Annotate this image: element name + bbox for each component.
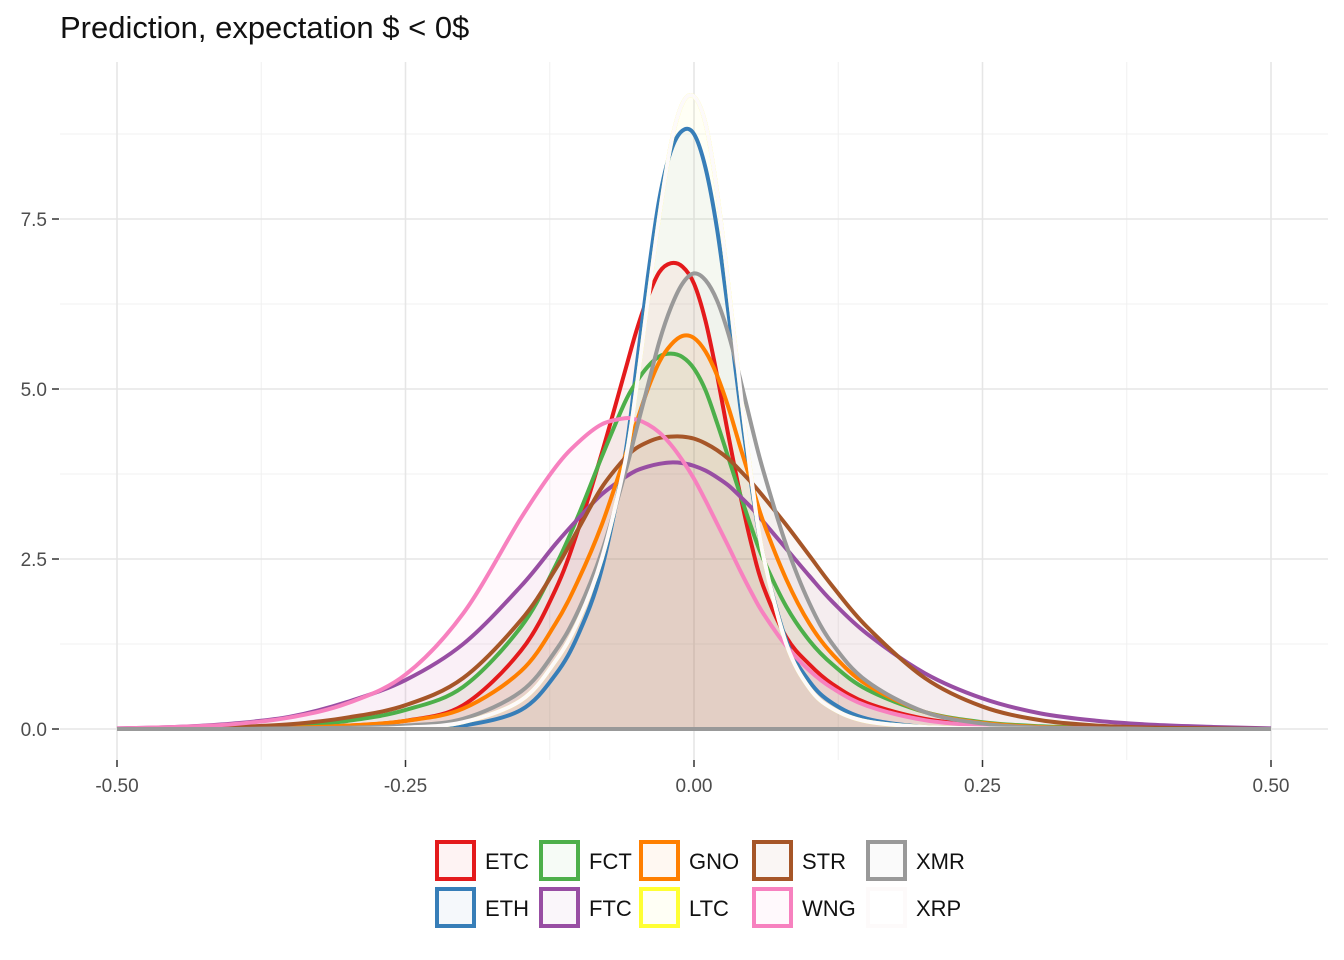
x-tick-label: 0.50 (1253, 776, 1290, 797)
legend-item-str[interactable]: STR (752, 840, 846, 881)
legend-key (539, 887, 580, 928)
legend-key (752, 887, 793, 928)
chart-title: Prediction, expectation $ < 0$ (60, 10, 470, 45)
legend-key (435, 887, 476, 928)
y-tick-label: 0.0 (21, 720, 47, 741)
legend-key (435, 840, 476, 881)
legend-item-xrp[interactable]: XRP (866, 887, 961, 928)
legend-item-wng[interactable]: WNG (752, 887, 856, 928)
area-eth (117, 128, 1271, 729)
area-fct (117, 353, 1271, 729)
legend-key (752, 840, 793, 881)
area-wng (117, 417, 1271, 729)
line-str (116, 434, 1272, 731)
x-tick-label: 0.25 (964, 776, 1001, 797)
legend-item-ftc[interactable]: FTC (539, 887, 632, 928)
legend-label: FTC (589, 896, 632, 921)
legend-item-ltc[interactable]: LTC (639, 887, 729, 928)
legend-item-etc[interactable]: ETC (435, 840, 529, 881)
density-lines (116, 93, 1272, 731)
legend: ETC ETH FCT FTC GNO LTC STR WNG XMR XRP (435, 840, 965, 928)
legend-item-xmr[interactable]: XMR (866, 840, 965, 881)
density-areas (117, 95, 1271, 730)
legend-item-fct[interactable]: FCT (539, 840, 632, 881)
legend-item-gno[interactable]: GNO (639, 840, 739, 881)
line-ftc (116, 460, 1272, 731)
legend-label: ETC (485, 849, 529, 874)
legend-label: STR (802, 849, 846, 874)
area-etc (117, 262, 1271, 729)
legend-key (866, 887, 907, 928)
legend-key (639, 887, 680, 928)
axis-ticks: -0.50 -0.25 0.00 0.25 0.50 0.0 2.5 5.0 7.5 (21, 210, 1290, 797)
legend-key (539, 840, 580, 881)
x-tick-label: 0.00 (676, 776, 713, 797)
area-ltc (117, 95, 1271, 730)
line-xrp (117, 93, 1271, 731)
legend-item-eth[interactable]: ETH (435, 887, 529, 928)
y-tick-label: 7.5 (21, 210, 47, 231)
area-gno (117, 335, 1271, 729)
legend-key (639, 840, 680, 881)
y-tick-label: 5.0 (21, 380, 47, 401)
x-tick-label: -0.50 (95, 776, 138, 797)
area-xmr (117, 273, 1271, 729)
area-ftc (117, 462, 1271, 729)
legend-label: XRP (916, 896, 961, 921)
area-str (117, 436, 1271, 729)
legend-label: ETH (485, 896, 529, 921)
x-tick-label: -0.25 (384, 776, 427, 797)
legend-label: WNG (802, 896, 856, 921)
legend-label: FCT (589, 849, 632, 874)
area-xrp (117, 95, 1271, 730)
legend-label: LTC (689, 896, 729, 921)
line-xmr (117, 271, 1271, 731)
y-tick-label: 2.5 (21, 550, 47, 571)
legend-label: XMR (916, 849, 965, 874)
legend-label: GNO (689, 849, 739, 874)
line-wng (116, 415, 1271, 731)
legend-key (866, 840, 907, 881)
